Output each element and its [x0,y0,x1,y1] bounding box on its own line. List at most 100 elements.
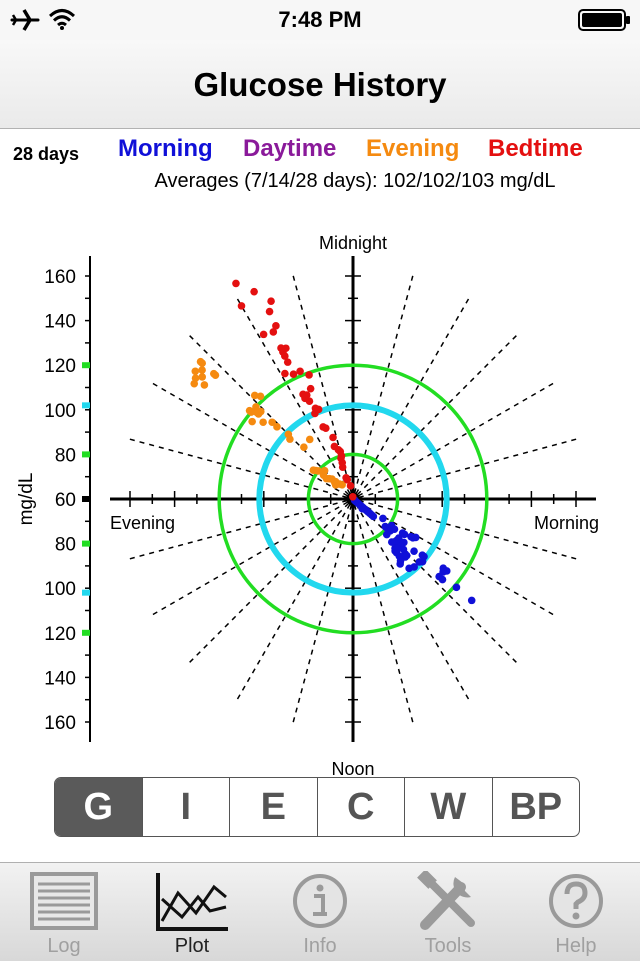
segment-blood-pressure[interactable]: BP [491,778,580,836]
averages-text: Averages (7/14/28 days): 102/102/103 mg/… [154,170,556,192]
legend-daytime: Daytime [243,135,337,162]
data-point-bedtime [319,423,327,431]
hour-spoke [355,296,471,495]
data-point-morning [452,583,461,592]
scale-tick-label: 160 [44,267,76,288]
polar-glucose-chart: 160 140 120 100 80 60 80 100 120 140 160 mg/dL Midni… [16,233,599,775]
data-point-morning [410,547,418,555]
data-point-evening [268,418,276,427]
data-point-bedtime [305,371,313,379]
tab-log[interactable]: Log [0,863,128,961]
hour-spoke [358,437,579,499]
segment-exercise[interactable]: E [229,778,317,836]
hour-spoke [187,333,350,496]
plot-type-segmented-control: G I E C W BP [54,777,580,837]
segment-insulin[interactable]: I [141,778,230,836]
data-point-evening [259,418,267,427]
scale-marker [82,362,90,369]
scale-tick-label: 140 [44,312,76,333]
status-bar: 7:48 PM [0,0,640,40]
scale-tick-label: 80 [55,445,76,466]
tab-help-label: Help [555,935,597,957]
data-point-evening [300,443,308,452]
data-point-morning [467,596,476,605]
data-point-morning [439,568,447,576]
data-point-bedtime [250,287,258,296]
tab-bar: Log Plot Info Tools Help [0,862,640,961]
segment-carbs[interactable]: C [316,778,405,836]
data-point-bedtime [272,322,280,330]
reference-circle-80 [306,452,400,546]
hour-spoke [187,502,350,665]
data-point-morning [400,530,409,539]
data-point-morning [391,547,399,555]
data-point-evening [250,391,259,400]
data-point-bedtime [311,404,320,413]
page-title: Glucose History [193,66,447,103]
data-point-bedtime [269,328,278,336]
data-point-bedtime [232,279,240,288]
data-point-evening [256,392,265,401]
data-point-evening [198,359,206,368]
hour-spoke [356,502,519,665]
data-point-morning [392,536,401,545]
scale-marker [82,451,90,458]
tab-tools-label: Tools [424,935,472,957]
data-point-evening [191,367,200,376]
data-point-bedtime [330,442,339,451]
days-label: 28 days [13,144,80,164]
segment-weight[interactable]: W [404,778,492,836]
axis-label-midnight: Midnight [319,233,387,253]
data-point-morning [390,525,399,533]
help-icon [549,874,603,928]
scale-tick-label: 120 [44,356,76,377]
scale-tick-label: 160 [44,713,76,734]
data-point-bedtime [342,473,350,482]
reference-circle-102 [256,402,450,596]
tab-tools[interactable]: Tools [384,863,512,961]
data-point-morning [379,514,387,523]
data-point-morning [411,533,420,542]
wifi-icon [48,9,76,30]
data-point-evening [309,466,318,474]
scale-unit-label: mg/dL [16,473,37,526]
data-point-evening [200,381,209,389]
data-point-morning [405,564,413,573]
data-point-bedtime [259,330,268,339]
tab-log-label: Log [47,935,81,957]
data-point-evening [252,403,260,411]
data-point-bedtime [267,297,275,306]
scale-marker [82,496,90,502]
data-point-bedtime [296,367,304,376]
data-point-morning [396,560,404,568]
axis-label-evening: Evening [110,513,175,533]
status-time: 7:48 PM [278,7,362,32]
hour-spoke [355,503,471,702]
data-point-evening [209,369,218,378]
data-point-bedtime [346,482,355,490]
data-point-bedtime [289,370,298,379]
segment-glucose[interactable]: G [55,778,142,836]
scale-tick-label: 120 [44,624,76,645]
hour-spoke [150,381,349,497]
hour-spoke [357,381,556,497]
hour-spoke [235,503,351,702]
airplane-icon [10,9,40,31]
tab-plot[interactable]: Plot [128,863,256,961]
tab-help[interactable]: Help [512,863,640,961]
scale-tick-label: 80 [55,535,76,556]
axis-label-noon: Noon [331,759,374,775]
battery-icon [578,9,630,31]
hour-spoke [235,296,351,495]
scale-marker [82,540,90,547]
data-point-bedtime [283,358,292,366]
data-point-bedtime [277,344,285,352]
data-point-bedtime [329,433,337,442]
log-icon [30,872,98,930]
tab-info[interactable]: Info [256,863,384,961]
scale-tick-label: 140 [44,668,76,689]
hour-spoke [356,333,519,496]
tab-plot-label: Plot [174,935,210,957]
data-point-evening [245,406,254,415]
data-point-morning [399,545,408,554]
